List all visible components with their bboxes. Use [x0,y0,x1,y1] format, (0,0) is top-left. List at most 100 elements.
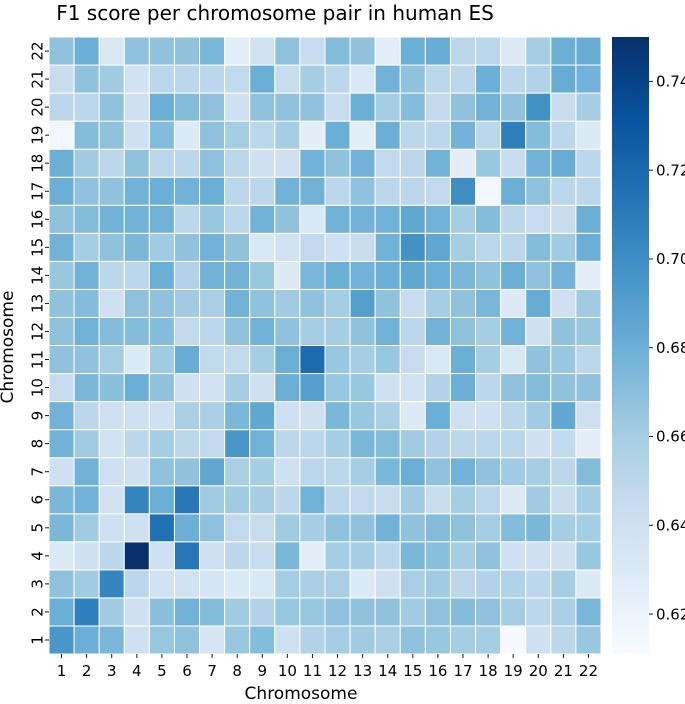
heatmap-cell [73,316,100,347]
heatmap-cell [73,232,100,262]
heatmap-cell [475,120,502,150]
heatmap-cell [374,401,401,431]
heatmap-cell [449,513,477,543]
heatmap-cell [199,120,226,150]
heatmap-cell [148,485,175,515]
heatmap-cell [73,625,100,655]
heatmap-cell [199,288,226,318]
heatmap-cell [173,541,201,571]
heatmap-cell [575,401,602,431]
heatmap-cell [349,373,376,403]
heatmap-cell [173,513,201,543]
heatmap-cell [98,345,125,375]
heatmap-cell [525,373,552,403]
y-tick-label: 10 [28,378,46,397]
heatmap-cell [374,232,401,262]
heatmap-cell [575,541,602,571]
heatmap-cell [399,148,426,178]
heatmap-cell [324,64,351,94]
heatmap-cell [173,457,201,487]
heatmap-cell [98,569,125,599]
heatmap-cell [525,288,552,318]
heatmap-cell [224,64,251,94]
heatmap-cell [224,401,251,431]
heatmap-cell [349,457,376,487]
heatmap-cell [449,373,477,403]
heatmap-cell [575,288,602,318]
heatmap-cell [199,485,226,515]
x-tick-label: 4 [132,662,142,680]
heatmap-cell [449,260,477,290]
heatmap-cell [48,232,75,262]
heatmap-cell [475,429,502,459]
heatmap-cell [500,541,527,571]
x-tick-label: 1 [57,662,67,680]
heatmap-cell [525,204,552,234]
heatmap-cell [299,485,326,515]
heatmap-cell [148,597,175,627]
heatmap-cell [449,120,477,150]
heatmap-cell [98,120,125,150]
heatmap-cell [349,625,376,655]
heatmap-cell [224,485,251,515]
heatmap-cell [173,260,201,290]
heatmap-cell [173,625,201,655]
heatmap-cell [550,569,577,599]
colorbar-tick-label: 0.66 [656,428,685,446]
heatmap-cell [98,176,125,206]
heatmap-cell [224,457,251,487]
heatmap-cell [500,288,527,318]
heatmap-cell [374,176,401,206]
heatmap-cell [349,148,376,178]
heatmap-cell [199,597,226,627]
heatmap-cell [299,176,326,206]
heatmap-cell [424,232,451,262]
heatmap-cell [374,288,401,318]
heatmap-cell [500,569,527,599]
heatmap-cell [224,429,251,459]
heatmap-cell [48,204,75,234]
heatmap-cell [299,148,326,178]
heatmap-cell [299,316,326,347]
heatmap-cell [374,345,401,375]
heatmap-cell [525,569,552,599]
heatmap-cell [199,232,226,262]
heatmap-cell [399,64,426,94]
heatmap-cell [424,148,451,178]
y-tick-label: 5 [28,523,46,533]
heatmap-cell [575,92,602,122]
heatmap-cell [224,204,251,234]
heatmap-cell [299,288,326,318]
x-tick-label: 17 [453,662,472,680]
colorbar-tick-label: 0.74 [656,73,685,91]
heatmap-cell [424,64,451,94]
heatmap-cell [173,176,201,206]
heatmap-cell [324,232,351,262]
heatmap-cell [449,204,477,234]
heatmap-cell [73,148,100,178]
heatmap-cell [48,176,75,206]
heatmap-cell [148,541,175,571]
x-tick-label: 11 [303,662,322,680]
heatmap-cell [525,401,552,431]
heatmap-cell [249,597,276,627]
heatmap-cell [274,232,301,262]
heatmap-cell [148,288,175,318]
heatmap-cell [500,485,527,515]
x-tick-labels: 1 2 3 4 5 6 7 8 9 10 11 12 13 14 15 16 17 18 19 20 21 22 [57,654,598,680]
heatmap-cell [224,345,251,375]
heatmap-cell [500,148,527,178]
heatmap-cell [399,485,426,515]
heatmap-cell [399,288,426,318]
heatmap-cell [449,457,477,487]
heatmap-cell [399,316,426,347]
heatmap-cell [550,373,577,403]
heatmap-cell [299,120,326,150]
heatmap-cell [299,36,326,66]
y-tick-label: 9 [28,411,46,421]
x-tick-label: 12 [328,662,347,680]
x-tick-label: 7 [207,662,217,680]
heatmap-cell [148,120,175,150]
heatmap-cell [98,429,125,459]
heatmap-cell [349,316,376,347]
